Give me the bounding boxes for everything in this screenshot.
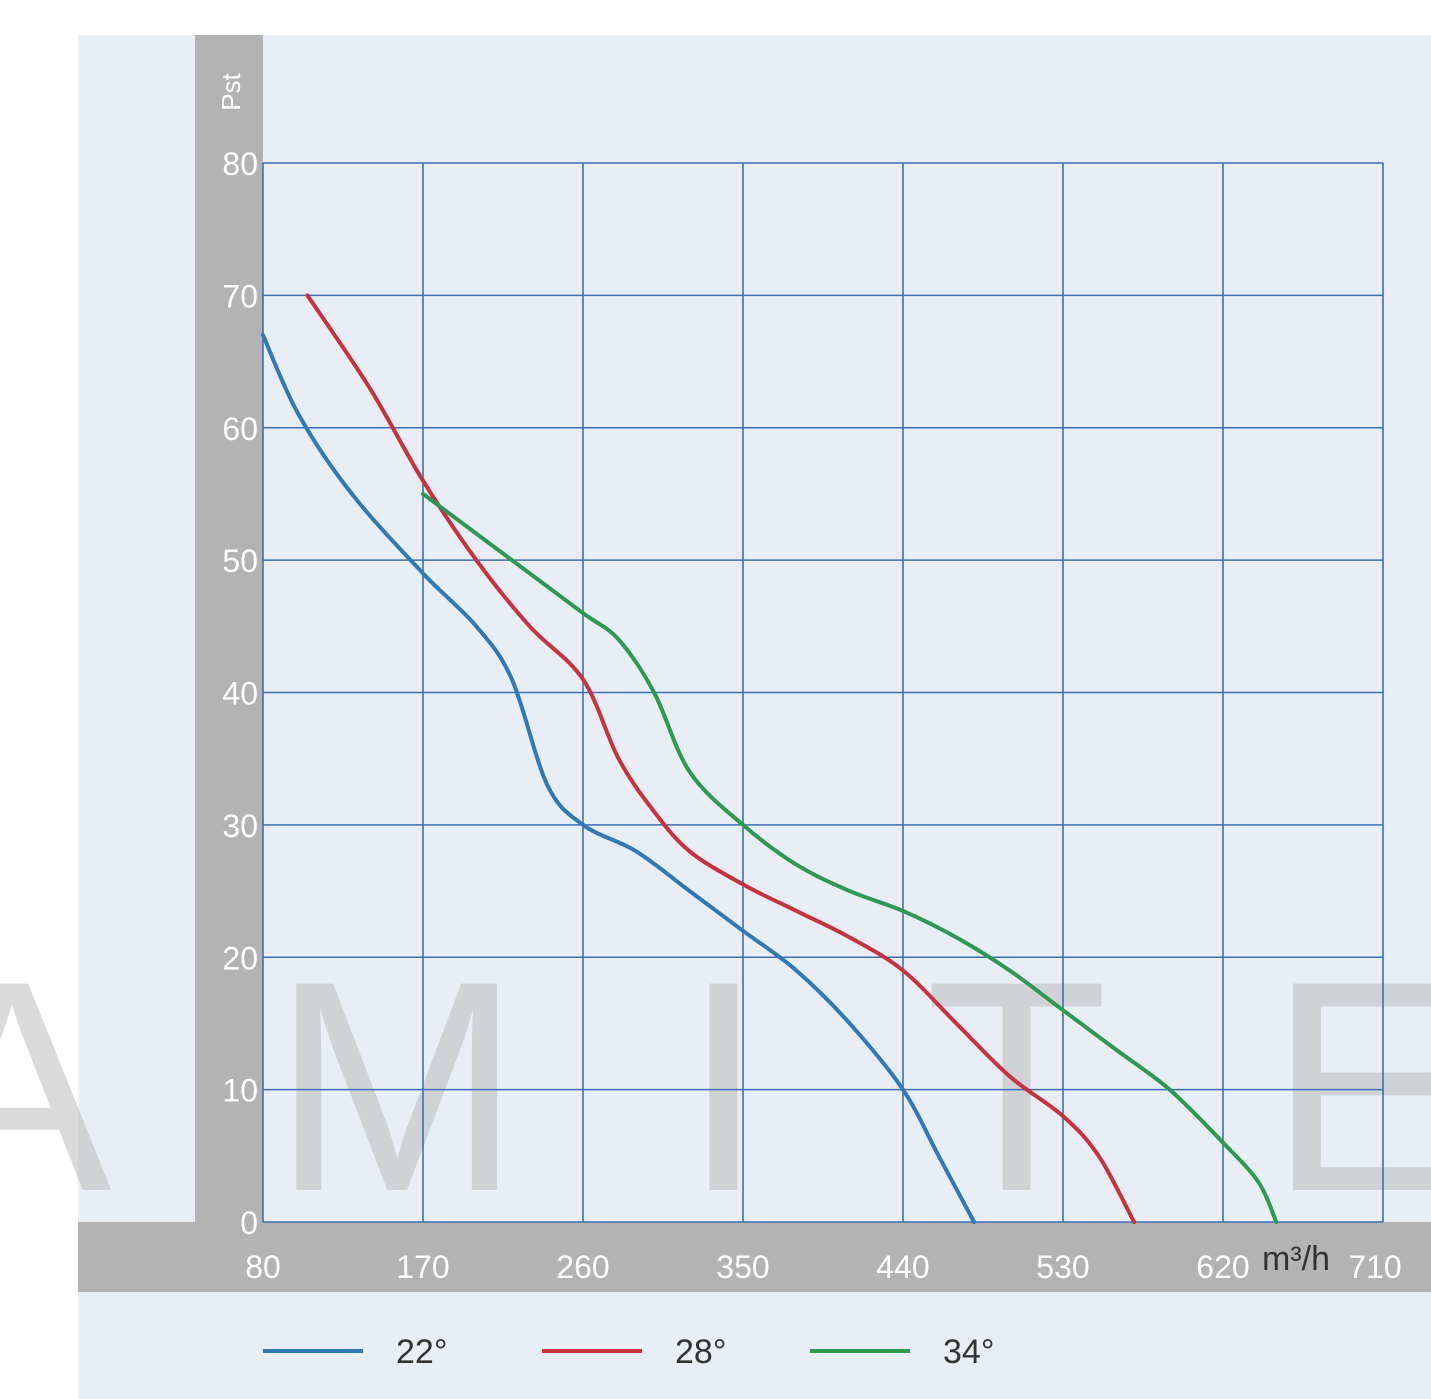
x-axis-unit: m³/h (1262, 1240, 1330, 1278)
y-axis-label: Pst (216, 72, 246, 110)
x-tick-label-0: 80 (245, 1249, 281, 1285)
legend-label-1: 28° (675, 1333, 726, 1371)
x-tick-label-3: 350 (716, 1249, 769, 1285)
x-tick-label-2: 260 (556, 1249, 609, 1285)
legend: 22° 28° 34° (263, 1333, 994, 1371)
x-tick-label-6: 620 (1196, 1249, 1249, 1285)
series-line-2 (421, 491, 1279, 1224)
panel-background (78, 35, 1431, 1399)
x-axis-band (78, 1222, 1431, 1292)
y-tick-labels: 0 10 20 30 40 50 60 70 80 (222, 146, 258, 1241)
y-tick-label-7: 70 (222, 278, 258, 314)
x-tick-label-4: 440 (876, 1249, 929, 1285)
y-tick-label-3: 30 (222, 808, 258, 844)
y-tick-label-4: 40 (222, 676, 258, 712)
series-lines (261, 293, 1279, 1224)
y-tick-label-2: 20 (222, 940, 258, 976)
y-tick-label-5: 50 (222, 543, 258, 579)
x-tick-label-1: 170 (396, 1249, 449, 1285)
legend-label-0: 22° (396, 1333, 447, 1371)
y-tick-label-0: 0 (240, 1205, 258, 1241)
series-line-1 (305, 293, 1137, 1224)
y-axis-band (195, 35, 263, 1225)
y-tick-label-6: 60 (222, 411, 258, 447)
grid (262, 162, 1384, 1223)
series-line-0 (261, 333, 977, 1224)
x-tick-labels: 80 170 260 350 440 530 620 710 (245, 1249, 1401, 1285)
legend-label-2: 34° (943, 1333, 994, 1371)
x-tick-label-5: 530 (1036, 1249, 1089, 1285)
y-tick-label-1: 10 (222, 1073, 258, 1109)
x-tick-label-7: 710 (1348, 1249, 1401, 1285)
y-tick-label-8: 80 (222, 146, 258, 182)
